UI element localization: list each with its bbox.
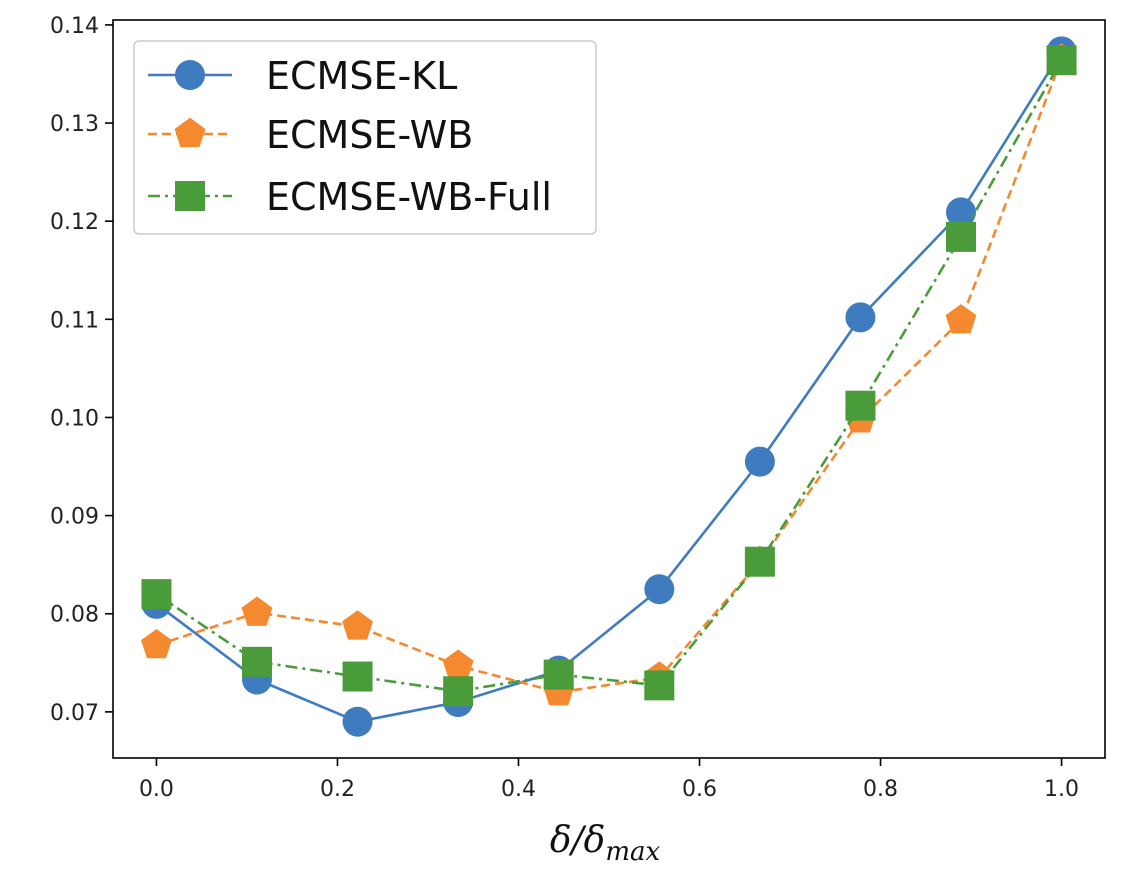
x-tick-label: 0.6	[682, 777, 717, 802]
series-line	[155, 59, 1063, 693]
y-tick-label: 0.09	[50, 505, 99, 530]
x-axis-label-sub: max	[605, 837, 660, 867]
data-point	[1046, 45, 1077, 76]
y-tick-label: 0.13	[50, 112, 99, 137]
data-point	[945, 197, 976, 228]
legend-label: ECMSE-KL	[266, 54, 457, 98]
data-point	[744, 446, 775, 477]
data-point	[241, 596, 273, 626]
legend-box	[133, 40, 597, 235]
data-point	[342, 661, 373, 692]
plot-frame	[112, 19, 1106, 759]
data-point	[644, 670, 675, 701]
data-point	[744, 546, 775, 577]
series-line	[156, 58, 1063, 694]
data-point	[342, 706, 373, 737]
y-tick-label: 0.10	[50, 406, 99, 431]
data-point	[242, 646, 273, 677]
series-line	[155, 50, 1063, 723]
y-axis: 0.07 0.08 0.09 0.10 0.11 0.12 0.13 0.14	[50, 14, 113, 726]
legend-marker	[175, 60, 205, 90]
legend-marker	[174, 117, 206, 148]
x-axis: 0.0 0.2 0.4 0.6 0.8 1.0	[139, 758, 1079, 802]
legend-label: ECMSE-WB-Full	[266, 175, 552, 219]
x-tick-label: 0.4	[501, 777, 536, 802]
data-point	[443, 676, 474, 707]
data-point	[141, 628, 172, 659]
x-tick-label: 0.0	[139, 777, 174, 802]
y-tick-label: 0.07	[50, 701, 99, 726]
series-ecmse-wb-full	[141, 45, 1077, 707]
data-point	[945, 304, 977, 334]
data-point	[442, 649, 474, 679]
data-point	[845, 302, 876, 333]
data-point	[644, 574, 675, 605]
data-point	[342, 610, 373, 640]
series-layer	[141, 36, 1077, 737]
legend-marker	[175, 181, 205, 211]
x-tick-label: 1.0	[1044, 777, 1079, 802]
x-tick-label: 0.8	[863, 777, 898, 802]
y-tick-label: 0.14	[50, 14, 99, 39]
y-tick-label: 0.12	[50, 210, 99, 235]
legend: ECMSE-KL ECMSE-WB ECMSE-WB-Full	[133, 40, 597, 235]
x-axis-label-main: δ/δ	[550, 820, 605, 861]
y-tick-label: 0.08	[50, 603, 99, 628]
x-axis-label: δ/δmax	[550, 820, 661, 867]
data-point	[845, 390, 876, 421]
y-tick-label: 0.11	[50, 308, 99, 333]
data-point	[543, 659, 574, 690]
data-point	[141, 579, 172, 610]
legend-label: ECMSE-WB	[266, 113, 473, 157]
data-point	[945, 221, 976, 252]
x-tick-label: 0.2	[320, 777, 355, 802]
